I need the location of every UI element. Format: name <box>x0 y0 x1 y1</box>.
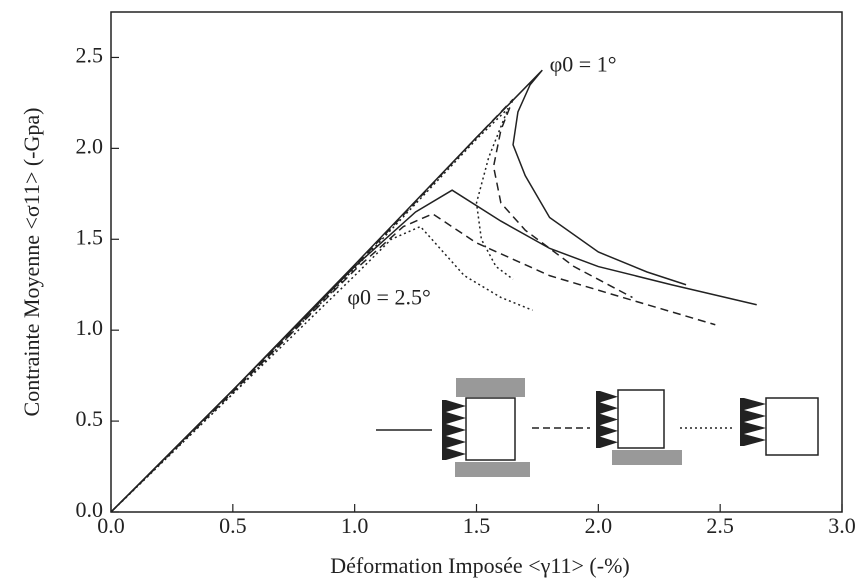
y-tick-label: 2.0 <box>76 133 104 158</box>
x-tick-label: 0.5 <box>219 513 247 538</box>
series-line <box>110 225 533 513</box>
load-triangle <box>446 448 466 460</box>
y-tick-label: 2.5 <box>76 43 104 68</box>
load-triangle <box>744 434 766 446</box>
load-triangle <box>744 410 766 422</box>
series-line <box>110 69 687 513</box>
y-tick-label: 1.0 <box>76 315 104 340</box>
clamp-bar <box>596 391 600 448</box>
x-axis-label: Déformation Imposée <γ11> (-%) <box>330 553 629 578</box>
x-tick-label: 2.5 <box>706 513 734 538</box>
specimen-box <box>465 397 516 461</box>
y-axis-label: Contrainte Moyenne <σ11> (-Gpa) <box>19 108 44 417</box>
constraint-block <box>456 378 525 397</box>
constraint-block <box>455 462 530 477</box>
series-line <box>110 189 757 513</box>
load-triangle <box>744 422 766 434</box>
load-triangle <box>446 424 466 436</box>
specimen-box <box>617 389 665 449</box>
constraint-block <box>612 450 682 465</box>
clamp-bar <box>442 400 446 460</box>
load-triangle <box>600 413 618 426</box>
clamp-bar <box>740 398 744 446</box>
x-tick-label: 3.0 <box>828 513 856 538</box>
specimen-box <box>765 397 819 456</box>
load-triangle <box>600 402 618 414</box>
y-tick-label: 1.5 <box>76 224 104 249</box>
y-tick-label: 0.5 <box>76 406 104 431</box>
load-triangle <box>600 391 618 403</box>
x-tick-label: 1.5 <box>463 513 491 538</box>
annotation: φ0 = 1° <box>550 52 617 77</box>
annotation: φ0 = 2.5° <box>347 284 430 309</box>
y-tick-label: 0.0 <box>76 497 104 522</box>
x-tick-label: 0.0 <box>97 513 125 538</box>
load-triangle <box>600 425 618 437</box>
load-triangle <box>446 436 466 448</box>
legend-diagram <box>376 378 819 477</box>
x-tick-label: 1.0 <box>341 513 369 538</box>
x-tick-label: 2.0 <box>585 513 613 538</box>
load-triangle <box>600 436 618 448</box>
series-line <box>110 212 716 513</box>
load-triangle <box>744 398 766 410</box>
load-triangle <box>446 412 466 424</box>
load-triangle <box>446 400 466 412</box>
